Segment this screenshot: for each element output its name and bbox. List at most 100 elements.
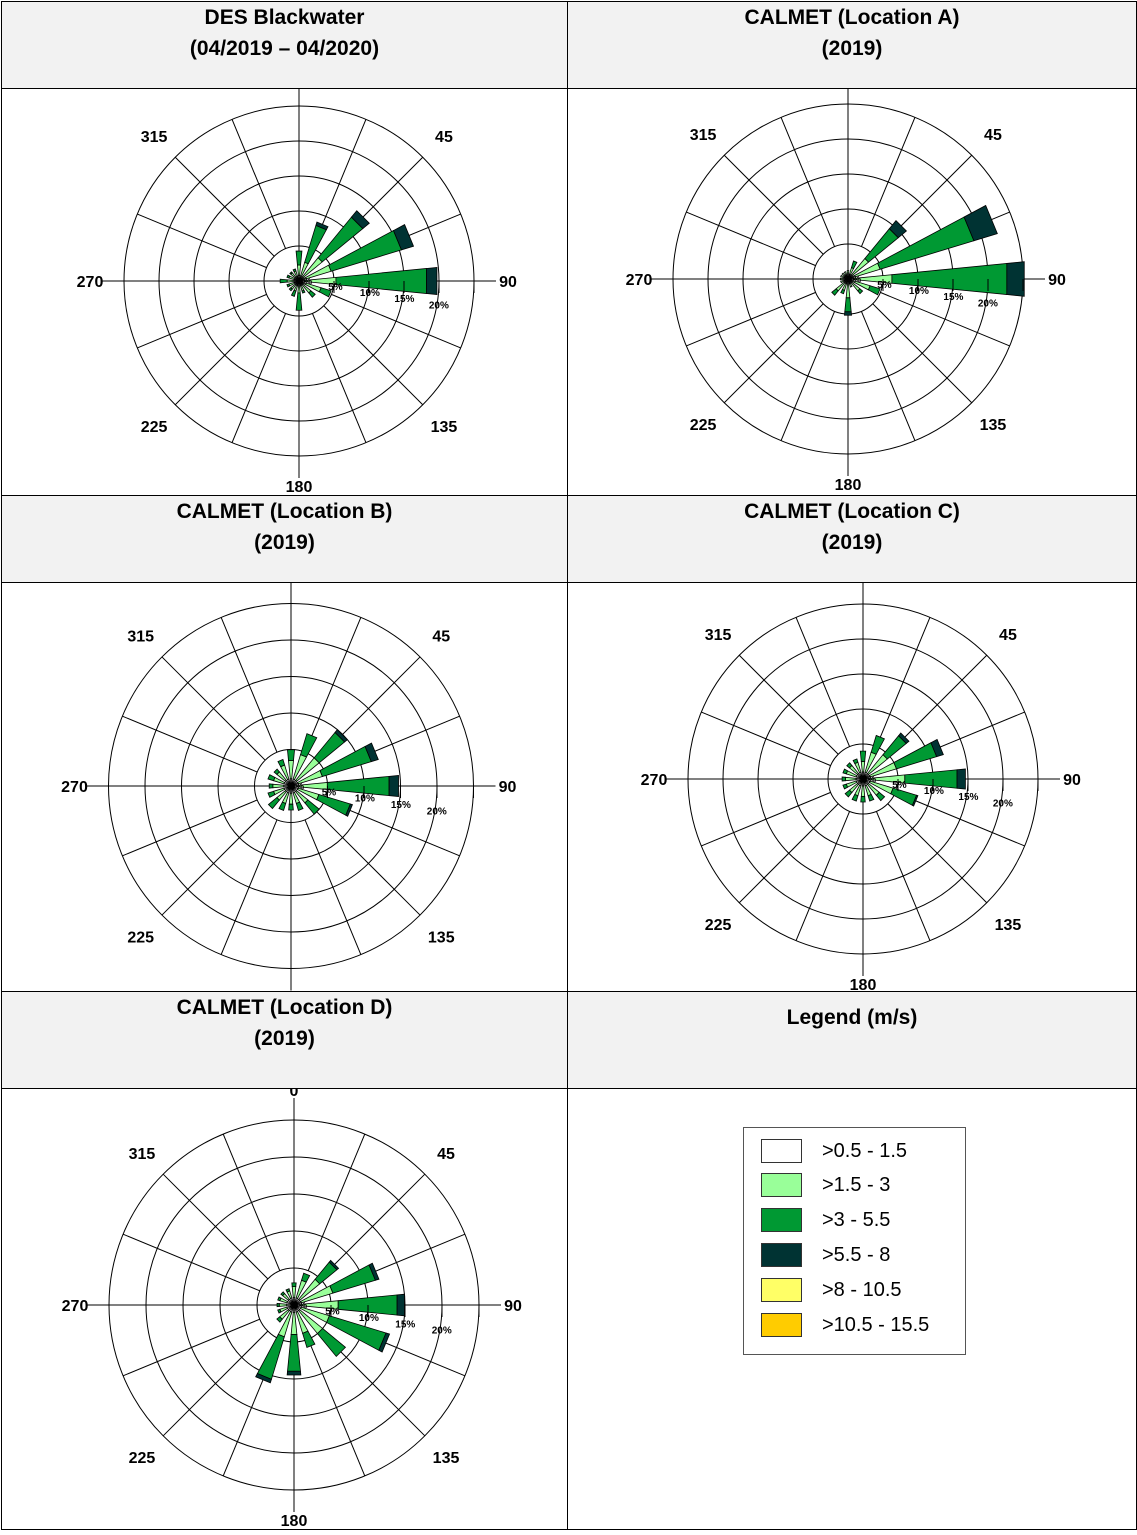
windrose-bar xyxy=(267,774,276,782)
radial-tick-label: 0% xyxy=(298,277,313,288)
legend-label: >10.5 - 15.5 xyxy=(822,1313,930,1336)
radial-tick-label: 15% xyxy=(943,292,963,303)
radial-tick-label: 0% xyxy=(862,775,877,786)
direction-label: 270 xyxy=(641,772,668,789)
direction-label: 0 xyxy=(287,583,296,584)
windrose-bar xyxy=(426,267,438,295)
radial-tick-label: 15% xyxy=(395,1319,415,1330)
radial-tick-label: 5% xyxy=(322,787,337,798)
windrose-bar xyxy=(286,749,296,761)
legend-label: >1.5 - 3 xyxy=(822,1173,891,1196)
legend-swatch xyxy=(761,1243,802,1267)
windrose-bar xyxy=(845,776,857,782)
spoke-line xyxy=(161,811,266,916)
radial-tick-label: 10% xyxy=(909,286,929,297)
windrose-bar xyxy=(870,734,885,755)
spoke-line xyxy=(887,803,988,904)
windrose-bar xyxy=(850,260,858,270)
direction-label: 270 xyxy=(61,779,88,796)
direction-label: 90 xyxy=(1048,272,1066,289)
windrose-bar xyxy=(279,278,288,284)
direction-label: 90 xyxy=(499,779,517,796)
legend-item: >8 - 10.5 xyxy=(761,1277,902,1303)
header-period: (2019) xyxy=(821,37,883,60)
radial-tick-label: 15% xyxy=(394,294,414,305)
windrose-bar xyxy=(255,1373,272,1384)
windrose-bar xyxy=(295,801,304,811)
direction-label: 180 xyxy=(281,1513,308,1529)
header-legend: Legend (m/s) xyxy=(567,991,1137,1089)
windrose-bar xyxy=(290,289,297,297)
radial-tick-label: 0% xyxy=(847,275,862,286)
radial-tick-label: 15% xyxy=(958,792,978,803)
direction-label: 135 xyxy=(995,917,1022,934)
windrose-bar xyxy=(898,732,910,744)
windrose-bar xyxy=(840,279,845,284)
spoke-line xyxy=(723,154,824,255)
legend-item: >1.5 - 3 xyxy=(761,1172,890,1198)
windrose-bar xyxy=(350,210,370,230)
windrose-bar xyxy=(852,758,859,765)
direction-label: 225 xyxy=(129,1450,156,1467)
windrose-bar xyxy=(290,1311,298,1335)
radial-tick-label: 20% xyxy=(427,806,447,817)
radial-tick-label: 10% xyxy=(355,794,375,805)
spoke-line xyxy=(701,791,831,847)
windrose-bar xyxy=(334,728,349,743)
spoke-line xyxy=(738,803,839,904)
windrose-bar xyxy=(285,1288,291,1293)
windrose-calmet-c: 0 45 90 135 180 225 270 315 0% 5% 10% 15% 20% xyxy=(641,583,1081,991)
spoke-line xyxy=(137,213,267,269)
spoke-line xyxy=(311,313,367,443)
windrose-bar xyxy=(368,1262,380,1281)
windrose-bar xyxy=(840,288,846,295)
direction-label: 180 xyxy=(850,977,877,991)
spoke-line xyxy=(880,291,1010,347)
windrose-bar xyxy=(848,282,853,288)
spoke-line xyxy=(860,117,916,247)
windrose-bar xyxy=(272,783,285,789)
windrose-bar xyxy=(291,1286,297,1299)
windrose-bar xyxy=(396,1293,405,1317)
spoke-line xyxy=(795,811,851,941)
legend-label: >0.5 - 1.5 xyxy=(822,1139,908,1162)
direction-label: 135 xyxy=(980,417,1007,434)
legend-swatch xyxy=(761,1313,802,1337)
direction-label: 45 xyxy=(435,129,453,146)
direction-label: 315 xyxy=(129,1146,156,1163)
radial-tick-label: 10% xyxy=(359,1313,379,1324)
windrose-bar xyxy=(844,311,852,316)
windrose-bar xyxy=(859,750,867,762)
radial-tick-label: 10% xyxy=(924,786,944,797)
windrose-bar xyxy=(851,793,859,802)
header-title: CALMET (Location B) xyxy=(176,500,393,523)
direction-label: 225 xyxy=(705,917,732,934)
windrose-bar xyxy=(315,221,329,231)
windrose-bar xyxy=(268,783,274,789)
windrose-bar xyxy=(273,768,280,775)
windrose-bar xyxy=(930,738,944,758)
radial-tick-label: 5% xyxy=(325,1306,340,1317)
direction-label: 315 xyxy=(690,127,717,144)
windrose-bar xyxy=(286,1370,302,1376)
windrose-bar xyxy=(831,288,839,296)
windrose-bar xyxy=(302,1330,316,1349)
direction-label: 45 xyxy=(437,1146,455,1163)
windrose-bar xyxy=(867,793,875,802)
windrose-bar xyxy=(888,219,908,239)
direction-label: 315 xyxy=(141,129,168,146)
windrose-bar xyxy=(316,1327,347,1358)
legend-item: >10.5 - 15.5 xyxy=(761,1312,929,1338)
header-period: (2019) xyxy=(254,1027,315,1050)
radial-tick-label: 0% xyxy=(290,782,305,793)
header-period: (2019) xyxy=(821,531,883,554)
radial-tick-label: 0% xyxy=(293,1301,308,1312)
direction-label: 90 xyxy=(1063,772,1081,789)
windrose-bar xyxy=(364,742,379,763)
radial-tick-label: 20% xyxy=(432,1326,452,1337)
header-des-blackwater: DES Blackwater (04/2019 – 04/2020) xyxy=(1,1,568,89)
windrose-bar xyxy=(841,272,846,277)
